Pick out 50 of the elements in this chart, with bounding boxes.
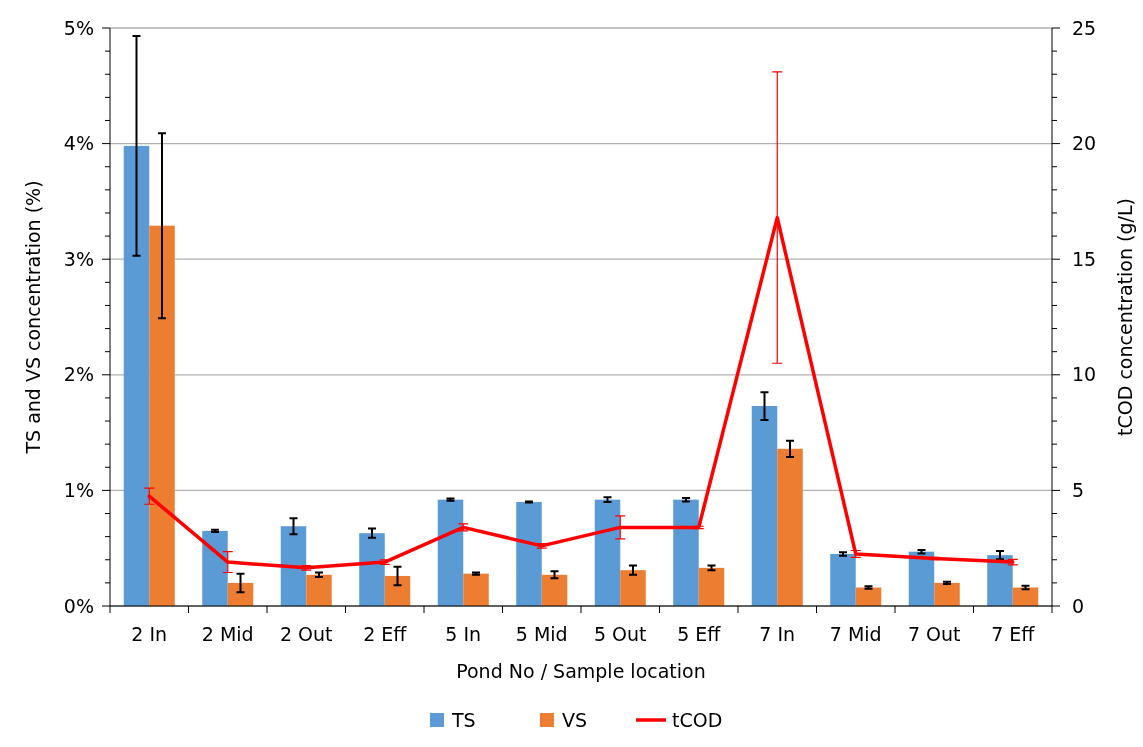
y2-tick-label: 10 bbox=[1072, 363, 1097, 386]
bar bbox=[359, 533, 385, 606]
y2-axis-title: tCOD concentration (g/L) bbox=[1114, 198, 1136, 436]
x-axis-title: Pond No / Sample location bbox=[456, 660, 706, 682]
y-tick-label: 1% bbox=[63, 479, 94, 502]
bar bbox=[123, 145, 150, 606]
x-tick-label: 5 Mid bbox=[515, 623, 568, 645]
y2-tick-label: 25 bbox=[1072, 16, 1097, 39]
legend-label: VS bbox=[562, 708, 588, 731]
bar bbox=[934, 582, 960, 606]
y-tick-label: 3% bbox=[63, 247, 94, 270]
bar bbox=[202, 530, 228, 606]
x-tick-label: 7 Eff bbox=[991, 623, 1036, 645]
x-tick-label: 2 Out bbox=[279, 623, 333, 645]
y2-tick-label: 15 bbox=[1072, 247, 1097, 270]
bar bbox=[306, 574, 332, 606]
y2-tick-label: 5 bbox=[1072, 479, 1085, 502]
bar bbox=[384, 575, 411, 606]
x-tick-label: 2 Eff bbox=[363, 623, 408, 645]
legend-label: tCOD bbox=[672, 708, 723, 731]
x-tick-label: 2 Mid bbox=[201, 623, 254, 645]
x-tick-label: 7 Out bbox=[907, 623, 961, 645]
y2-tick-label: 20 bbox=[1072, 132, 1097, 155]
y-tick-label: 2% bbox=[63, 363, 94, 386]
y-tick-label: 4% bbox=[63, 132, 94, 155]
y-tick-label: 0% bbox=[63, 594, 94, 617]
bar bbox=[516, 501, 542, 606]
bar bbox=[830, 553, 856, 606]
bar bbox=[673, 499, 699, 606]
y2-tick-label: 0 bbox=[1072, 594, 1085, 617]
bar bbox=[987, 555, 1013, 606]
x-tick-label: 7 Mid bbox=[829, 623, 882, 645]
bar bbox=[463, 573, 489, 606]
x-tick-label: 5 Eff bbox=[677, 623, 722, 645]
bar bbox=[149, 225, 175, 606]
bar bbox=[437, 499, 464, 606]
bar bbox=[751, 406, 778, 606]
x-tick-label: 7 In bbox=[759, 623, 796, 645]
bar bbox=[620, 570, 646, 606]
legend-label: TS bbox=[451, 708, 476, 731]
y-axis-title: TS and VS concentration (%) bbox=[22, 180, 44, 455]
bar bbox=[777, 448, 803, 606]
x-tick-label: 2 In bbox=[131, 623, 168, 645]
bar bbox=[594, 499, 621, 606]
bar bbox=[541, 574, 568, 606]
bar bbox=[280, 526, 307, 606]
bar bbox=[698, 567, 725, 606]
x-tick-label: 5 In bbox=[445, 623, 482, 645]
y-tick-label: 5% bbox=[63, 16, 94, 39]
x-tick-label: 5 Out bbox=[593, 623, 647, 645]
